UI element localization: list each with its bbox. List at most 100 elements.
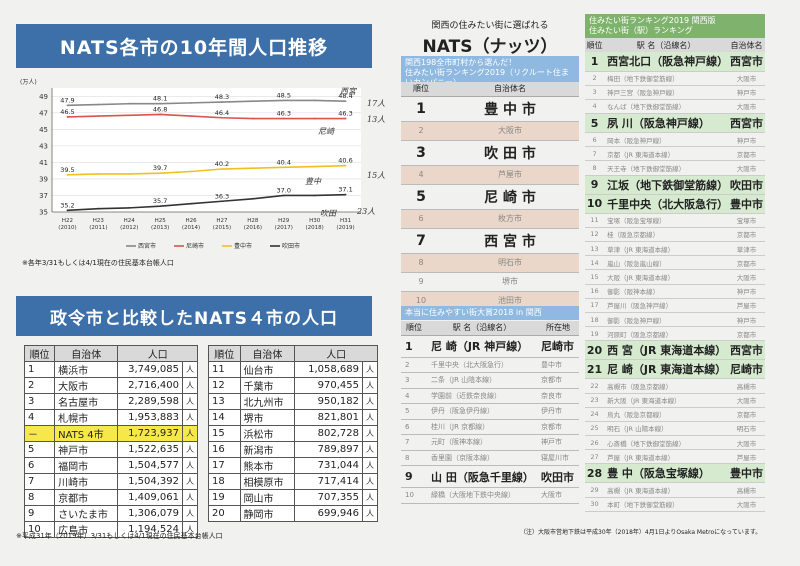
col-city: 自治体名 — [728, 38, 765, 52]
city-cell: さいたま市 — [54, 505, 119, 522]
table-title: 政令市と比較したNATS４市の人口 — [16, 296, 372, 336]
city-cell: 宝塚市 — [728, 213, 765, 228]
table-row: 14 堺市 821,801 人 — [208, 409, 378, 426]
rank-cell: 7 — [401, 228, 441, 254]
station-ranking-banner: 住みたい街ランキング2019 関西版 住みたい街（駅）ランキング — [585, 14, 765, 38]
municipality-cell: 豊 中 市 — [441, 96, 579, 122]
series-point-2 — [282, 166, 285, 169]
rank-cell: 9 — [401, 272, 441, 292]
list-item: 7 元町（阪神本線） 神戸市 — [401, 434, 579, 451]
location-cell: 伊丹市 — [537, 403, 579, 420]
list-item: 28 豊 中（阪急宝塚線） 豊中市 — [585, 463, 765, 484]
station-cell: 夙 川（阪急神戸線） — [604, 113, 729, 134]
station-cell: 本町（地下鉄御堂筋線） — [604, 497, 729, 512]
station-cell: なんば（地下鉄御堂筋線） — [604, 99, 729, 115]
station-cell: 京都（JR 東海道本線） — [604, 146, 729, 162]
city-population-table-1: 順位 自治体 人口 1 横浜市 3,749,085 人 2 大阪市 2,716,400 人 3 名… — [23, 345, 198, 538]
municipality-cell: 尼 崎 市 — [441, 184, 579, 210]
station-cell: 二条（JR 山陰本線） — [427, 372, 537, 389]
series-point-3 — [313, 194, 316, 197]
series-point-3 — [159, 205, 162, 208]
list-item: 10 緑橋（大阪地下鉄中央線） 大阪市 — [401, 487, 579, 504]
unit-cell: 人 — [182, 489, 198, 506]
data-label: 47.9 — [60, 96, 74, 104]
hand-note-nishinomiya: 西宮 — [340, 87, 356, 96]
list-item: 26 心斎橋（地下鉄御堂筋線） 大阪市 — [585, 435, 765, 451]
list-item: 29 高槻（JR 東海道本線） 高槻市 — [585, 482, 765, 498]
data-label: 46.5 — [60, 108, 74, 116]
table-row: 3 名古屋市 2,289,598 人 — [23, 393, 198, 410]
unit-cell: 人 — [362, 361, 378, 378]
table-row: 15 浜松市 802,728 人 — [208, 425, 378, 442]
rank-cell: 7 — [585, 146, 605, 162]
station-cell: 芦屋（JR 東海道本線） — [604, 449, 729, 465]
population-cell: 1,504,577 — [117, 457, 183, 474]
rank-cell: 4 — [401, 165, 441, 185]
list-item: 15 大阪（JR 東海道本線） 大阪市 — [585, 269, 765, 285]
station-cell: 高槻（JR 東海道本線） — [604, 482, 729, 498]
data-label: 35.2 — [60, 201, 74, 209]
list-item: 30 本町（地下鉄御堂筋線） 大阪市 — [585, 497, 765, 512]
table-row: 13 北九州市 950,182 人 — [208, 393, 378, 410]
population-line-chart: (万人) 35 37 39 41 43 45 47 49 H22 (2010) H23 (2011) H2… — [16, 74, 376, 260]
city-cell: 札幌市 — [54, 409, 119, 426]
station-cell: 草津（JR 東海道本線） — [604, 241, 729, 257]
x-tick-label: H23 (2011) — [89, 218, 107, 231]
rank-cell: 4 — [401, 388, 427, 404]
series-point-1 — [282, 117, 285, 120]
rank-cell: 12 — [585, 227, 605, 243]
station-cell: 緑橋（大阪地下鉄中央線） — [427, 487, 537, 504]
rank-cell: 29 — [585, 482, 605, 498]
rank-cell: 26 — [585, 435, 605, 451]
data-label: 35.7 — [153, 197, 167, 205]
city-cell: 横浜市 — [54, 361, 119, 378]
location-cell: 尼崎市 — [537, 335, 579, 358]
series-point-0 — [97, 103, 100, 106]
series-point-0 — [159, 102, 162, 105]
station-cell: 桂川（JR 京都線） — [427, 419, 537, 435]
series-point-1 — [97, 115, 100, 118]
station-cell: 嵐山（阪急嵐山線） — [604, 255, 729, 271]
series-point-2 — [128, 173, 131, 175]
municipality-cell: 西 宮 市 — [441, 228, 579, 254]
list-item: 14 嵐山（阪急嵐山線） 京都市 — [585, 255, 765, 271]
data-label: 40.6 — [338, 157, 352, 165]
chart-title: NATS各市の10年間人口推移 — [16, 24, 372, 68]
city-cell: 浜松市 — [239, 425, 296, 442]
rank-cell: 14 — [208, 409, 241, 426]
series-point-2 — [313, 165, 316, 168]
rank-cell: 16 — [585, 284, 605, 299]
hand-note-suita: 吹田 — [320, 209, 336, 218]
population-cell: 821,801 — [294, 409, 363, 426]
population-cell: 1,306,079 — [117, 505, 183, 522]
station-cell: 河原町（阪急京都線） — [604, 326, 729, 342]
station-cell: 岡本（阪急神戸線） — [604, 132, 729, 148]
rank-cell: 13 — [585, 241, 605, 257]
list-item: 8 天王寺（地下鉄御堂筋線） 大阪市 — [585, 160, 765, 176]
data-label: 37.0 — [277, 186, 291, 194]
rank-cell: 19 — [208, 489, 241, 506]
rank-cell: 18 — [208, 473, 241, 490]
data-label: 46.4 — [215, 109, 229, 117]
city-cell: 相模原市 — [239, 473, 296, 490]
city-cell: 神戸市 — [728, 132, 765, 148]
list-item: 10 池田市 — [401, 291, 579, 311]
data-label: 48.1 — [153, 95, 167, 103]
city-cell: 広島市 — [54, 521, 119, 538]
y-tick-label: 49 — [39, 93, 48, 101]
unit-cell: 人 — [362, 425, 378, 442]
rank-cell: 1 — [401, 335, 427, 358]
unit-cell: 人 — [362, 393, 378, 410]
rank-cell: 23 — [585, 393, 605, 408]
x-tick-label: H27 (2015) — [213, 218, 231, 231]
rank-cell: 9 — [585, 175, 605, 195]
series-point-1 — [344, 117, 347, 120]
city-cell: 岡山市 — [239, 489, 296, 506]
city-population-table-2: 順位 自治体 人口 11 仙台市 1,058,689 人 12 千葉市 970,455 人 13… — [208, 345, 378, 522]
list-item: 11 宝塚（阪急宝塚線） 宝塚市 — [585, 213, 765, 228]
unit-cell: 人 — [182, 457, 198, 474]
